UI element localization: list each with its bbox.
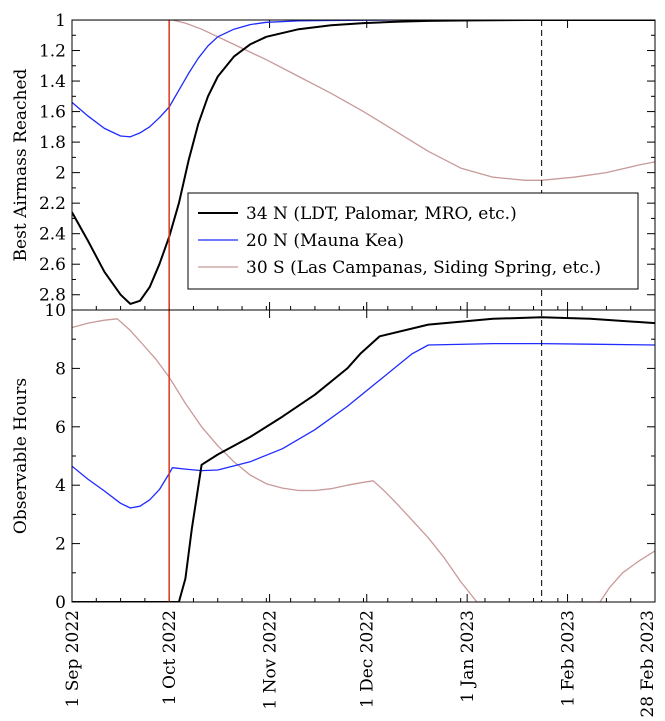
hours-series-group xyxy=(72,316,655,602)
series-line-34-n-ldt-palomar-mro-etc xyxy=(72,316,655,602)
legend: 34 N (LDT, Palomar, MRO, etc.) 20 N (Mau… xyxy=(187,192,639,290)
y-tick-label: 2 xyxy=(55,535,66,555)
y-tick-label: 10 xyxy=(44,301,66,321)
hours-plot-frame xyxy=(71,309,656,603)
x-tick-label: 1 Jan 2023 xyxy=(458,610,478,703)
y-tick-label: 0 xyxy=(55,593,66,613)
airmass-panel: 1 1.2 1.4 1.6 1.8 2 2.2 2.4 2.6 2.8 Best Airmass … xyxy=(11,11,656,311)
y-tick-label: 2.6 xyxy=(39,255,66,275)
hours-tick-marks xyxy=(71,309,656,603)
y-tick-label: 1.6 xyxy=(39,103,66,123)
y-tick-label: 2.2 xyxy=(39,194,66,214)
y-tick-label: 1.8 xyxy=(39,133,66,153)
hours-panel: 0 2 4 6 8 10 Observable Hours 1 Sep 2022 1 Oct… xyxy=(11,301,658,718)
x-tick-label: 1 Dec 2022 xyxy=(358,610,378,708)
hours-vertical-markers xyxy=(168,310,543,602)
airmass-y-axis-label: Best Airmass Reached xyxy=(11,68,31,261)
legend-label-34n: 34 N (LDT, Palomar, MRO, etc.) xyxy=(246,204,517,224)
legend-label-20n: 20 N (Mauna Kea) xyxy=(246,231,404,251)
legend-label-30s: 30 S (Las Campanas, Siding Spring, etc.) xyxy=(246,258,601,278)
y-tick-label: 4 xyxy=(55,476,66,496)
y-tick-label: 6 xyxy=(55,418,66,438)
hours-y-tick-labels: 0 2 4 6 8 10 xyxy=(44,301,66,613)
series-line-20-n-mauna-kea xyxy=(72,20,655,138)
x-tick-label: 1 Nov 2022 xyxy=(261,610,281,710)
airmass-series-group xyxy=(72,20,655,305)
airmass-y-tick-labels: 1 1.2 1.4 1.6 1.8 2 2.2 2.4 2.6 2.8 xyxy=(39,11,66,306)
x-tick-label: 1 Oct 2022 xyxy=(160,610,180,705)
x-tick-label: 1 Sep 2022 xyxy=(63,610,83,707)
hours-y-axis-label: Observable Hours xyxy=(11,378,31,534)
x-tick-label: 1 Feb 2023 xyxy=(559,610,579,707)
y-tick-label: 2.8 xyxy=(39,286,66,306)
series-line-34-n-ldt-palomar-mro-etc xyxy=(72,20,655,305)
y-tick-label: 2 xyxy=(55,164,66,184)
y-tick-label: 1 xyxy=(55,11,66,31)
x-tick-labels: 1 Sep 2022 1 Oct 2022 1 Nov 2022 1 Dec 2022… xyxy=(63,610,658,718)
x-tick-label: 28 Feb 2023 xyxy=(638,610,658,718)
series-line-30-s-las-campanas-siding-spring-etc xyxy=(72,20,655,181)
series-line-30-s-las-campanas-siding-spring-etc xyxy=(72,318,655,602)
y-tick-label: 1.2 xyxy=(39,42,66,62)
legend-box xyxy=(187,192,639,290)
y-tick-label: 2.4 xyxy=(39,225,66,245)
y-tick-label: 1.4 xyxy=(39,72,66,92)
y-tick-label: 8 xyxy=(55,359,66,379)
series-line-20-n-mauna-kea xyxy=(72,342,655,509)
